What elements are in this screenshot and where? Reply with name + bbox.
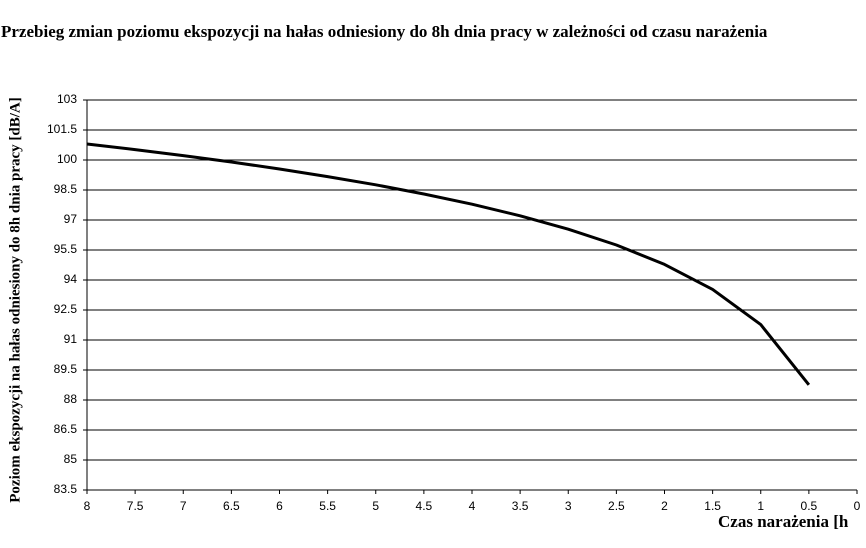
y-tick-label: 89.5 [54, 362, 78, 376]
x-tick-label: 2.5 [608, 499, 625, 513]
y-tick-label: 101.5 [47, 122, 77, 136]
x-tick-label: 0 [854, 499, 861, 513]
y-tick-label: 95.5 [54, 242, 78, 256]
x-axis-label: Czas narażenia [h [718, 512, 849, 531]
x-tick-label: 5.5 [319, 499, 336, 513]
y-tick-label: 98.5 [54, 182, 78, 196]
y-tick-label: 91 [64, 332, 78, 346]
x-tick-label: 6 [276, 499, 283, 513]
y-tick-label: 85 [64, 452, 78, 466]
x-tick-label: 1.5 [704, 499, 721, 513]
x-tick-label: 3 [565, 499, 572, 513]
y-tick-label: 94 [64, 272, 78, 286]
x-tick-label: 8 [84, 499, 91, 513]
y-tick-label: 88 [64, 392, 78, 406]
y-tick-label: 86.5 [54, 422, 78, 436]
x-tick-label: 1 [757, 499, 764, 513]
x-tick-label: 3.5 [512, 499, 529, 513]
x-tick-label: 6.5 [223, 499, 240, 513]
y-tick-label: 103 [57, 92, 77, 106]
x-tick-label: 7.5 [127, 499, 144, 513]
y-tick-label: 100 [57, 152, 77, 166]
data-line [86, 142, 811, 386]
y-tick-label: 83.5 [54, 482, 78, 496]
x-tick-label: 2 [661, 499, 668, 513]
y-tick-label: 97 [64, 212, 78, 226]
x-tick-label: 4 [469, 499, 476, 513]
chart-title: Przebieg zmian poziomu ekspozycji na hał… [1, 22, 768, 41]
x-tick-label: 7 [180, 499, 187, 513]
x-tick-label: 4.5 [416, 499, 433, 513]
y-axis-label: Poziom ekspozycji na hałas odniesiony do… [7, 97, 23, 502]
y-tick-label: 92.5 [54, 302, 78, 316]
x-tick-label: 0.5 [801, 499, 818, 513]
x-tick-label: 5 [372, 499, 379, 513]
